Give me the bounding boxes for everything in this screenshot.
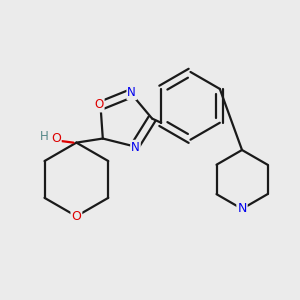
Text: N: N	[131, 141, 140, 154]
Text: O: O	[94, 98, 104, 112]
Text: O: O	[71, 211, 81, 224]
Text: N: N	[128, 86, 136, 99]
Text: H: H	[40, 130, 48, 142]
Text: O: O	[51, 132, 61, 145]
Text: N: N	[237, 202, 247, 215]
